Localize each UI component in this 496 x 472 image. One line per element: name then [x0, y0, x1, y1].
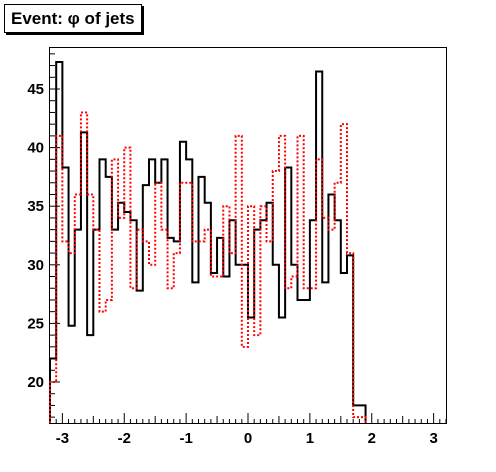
- chart-title: Event: φ of jets: [11, 8, 135, 28]
- y-tick-label: 25: [27, 315, 44, 332]
- x-tick-label: 2: [368, 430, 376, 447]
- plot-frame: [49, 47, 447, 424]
- y-tick-label: 20: [27, 374, 44, 391]
- x-tick-label: -1: [179, 430, 192, 447]
- x-tick-label: 1: [306, 430, 314, 447]
- x-tick-label: 3: [429, 430, 437, 447]
- y-tick-label: 40: [27, 140, 44, 157]
- axes: -3 -2 -1 0 1 2 3 20 25 30 35 40 45: [27, 53, 447, 447]
- y-tick-label: 35: [27, 198, 44, 215]
- y-tick-label: 30: [27, 257, 44, 274]
- x-tick-label: 0: [244, 430, 252, 447]
- histogram-series-red-dotted: [49, 111, 367, 423]
- y-tick-label: 45: [27, 81, 44, 98]
- x-tick-label: -2: [118, 430, 131, 447]
- series-layer: [49, 61, 367, 423]
- x-tick-label: -3: [56, 430, 69, 447]
- chart-title-box: Event: φ of jets: [4, 4, 142, 33]
- histogram-series-black-solid: [49, 61, 367, 423]
